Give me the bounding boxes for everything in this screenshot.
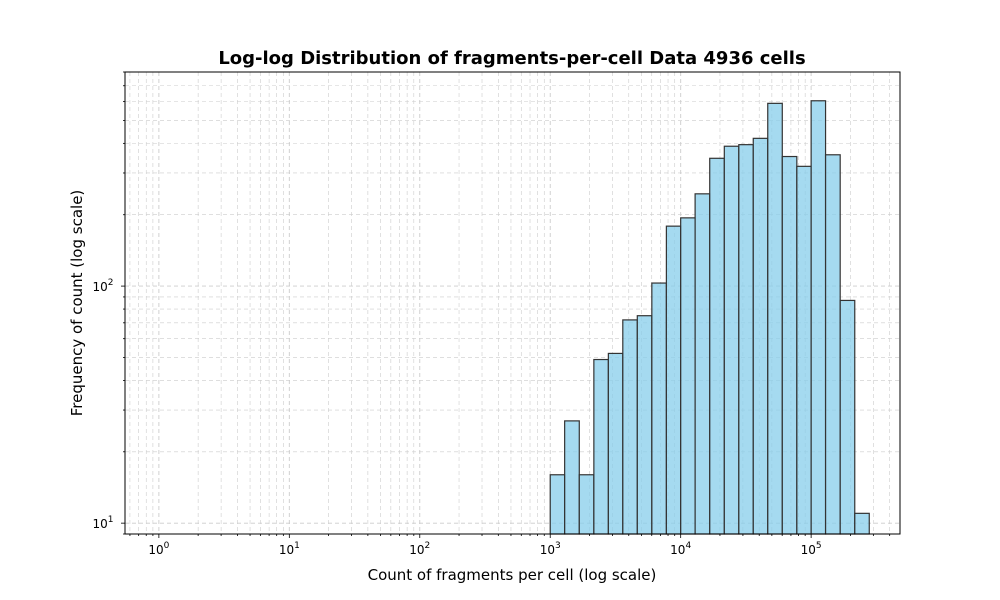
x-tick-label: 100 <box>148 541 169 557</box>
x-tick-label: 103 <box>540 541 561 557</box>
histogram-bar <box>651 282 667 535</box>
histogram-bar <box>781 155 798 535</box>
histogram-bars <box>549 100 870 535</box>
plot-frame <box>124 71 901 535</box>
histogram-bar <box>636 315 653 535</box>
x-tick-label: 102 <box>409 541 430 557</box>
histogram-bar <box>694 193 711 535</box>
y-tick-label: 102 <box>92 278 113 294</box>
histogram-bar <box>593 358 609 535</box>
histogram-bar <box>680 217 696 535</box>
x-tick-label: 101 <box>279 541 300 557</box>
histogram-bar <box>723 145 740 535</box>
histogram-bar <box>607 352 624 535</box>
x-axis-label: Count of fragments per cell (log scale) <box>368 566 657 584</box>
histogram-bar <box>564 420 580 535</box>
histogram-bar <box>839 299 856 535</box>
histogram-bar <box>810 100 827 535</box>
histogram-bar <box>854 512 870 535</box>
x-tick-label: 105 <box>801 541 822 557</box>
histogram-bar <box>622 319 638 535</box>
histogram-bar <box>665 225 682 535</box>
histogram-bar <box>824 154 841 535</box>
histogram-bar <box>767 102 783 535</box>
histogram-bar <box>549 474 566 535</box>
histogram-bar <box>796 165 812 535</box>
axis-ticks: 100 101 102 103 104 105 101 102 <box>92 71 891 557</box>
chart-title: Log-log Distribution of fragments-per-ce… <box>218 48 805 69</box>
y-axis-label: Frequency of count (log scale) <box>68 190 86 417</box>
histogram-bar <box>709 157 725 535</box>
histogram-bar <box>578 474 595 535</box>
histogram-bar <box>752 137 769 535</box>
y-tick-label: 101 <box>92 515 113 531</box>
histogram-bar <box>738 144 754 535</box>
x-tick-label: 104 <box>670 541 691 557</box>
